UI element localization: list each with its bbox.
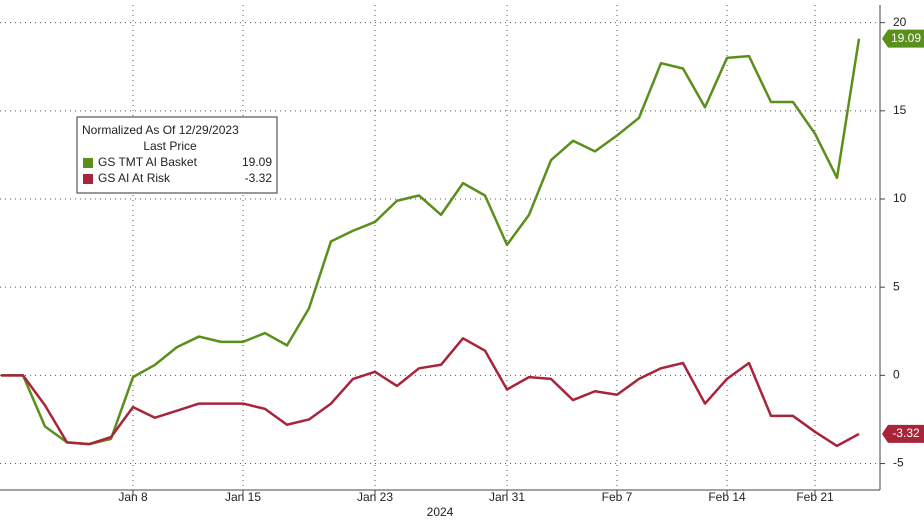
y-tick-label: 10 xyxy=(893,191,907,205)
x-tick-label: Jan 31 xyxy=(489,490,525,504)
y-tick-label: 5 xyxy=(893,279,900,293)
y-tick-label: 0 xyxy=(893,368,900,382)
legend-value: 19.09 xyxy=(242,155,272,169)
legend-entry: GS AI At Risk xyxy=(98,171,171,185)
legend-entry: GS TMT AI Basket xyxy=(98,155,198,169)
legend-subtitle: Last Price xyxy=(143,139,197,153)
y-tick-label: 15 xyxy=(893,103,907,117)
x-tick-label: Jan 23 xyxy=(357,490,393,504)
last-value-badge xyxy=(882,424,924,443)
y-tick-label: 20 xyxy=(893,15,907,29)
x-tick-label: Feb 7 xyxy=(602,490,633,504)
last-value-badge xyxy=(882,29,924,48)
y-tick-label: -5 xyxy=(893,456,904,470)
x-tick-label: Jan 15 xyxy=(225,490,261,504)
x-tick-label: Feb 21 xyxy=(796,490,834,504)
series-line xyxy=(1,337,860,448)
x-tick-label: Feb 14 xyxy=(708,490,746,504)
legend-value: -3.32 xyxy=(245,171,273,185)
x-axis-label: 2024 xyxy=(427,505,454,519)
last-value-label: 19.09 xyxy=(891,31,921,45)
legend-swatch xyxy=(83,158,93,168)
legend-title: Normalized As Of 12/29/2023 xyxy=(82,123,239,137)
last-value-label: -3.32 xyxy=(892,426,920,440)
series-line xyxy=(1,38,861,446)
legend-box xyxy=(76,116,278,194)
legend-swatch xyxy=(83,174,93,184)
x-tick-label: Jan 8 xyxy=(118,490,148,504)
legend: Normalized As Of 12/29/2023 Last Price G… xyxy=(76,116,278,194)
